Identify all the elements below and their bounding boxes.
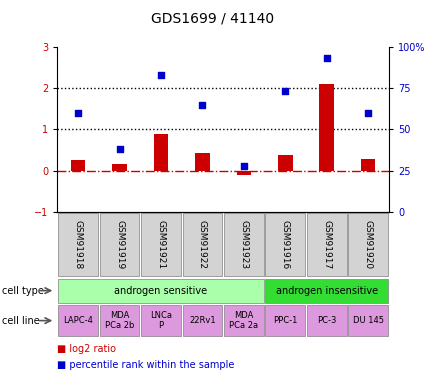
Bar [224, 213, 264, 276]
Text: MDA
PCa 2a: MDA PCa 2a [229, 311, 258, 330]
Bar [224, 305, 264, 336]
Text: androgen insensitive: androgen insensitive [276, 286, 378, 296]
Bar [141, 305, 181, 336]
Bar [58, 305, 98, 336]
Text: cell line: cell line [2, 316, 40, 326]
Bar [182, 213, 222, 276]
Text: GSM91917: GSM91917 [322, 220, 331, 269]
Text: ■ log2 ratio: ■ log2 ratio [57, 344, 116, 354]
Text: GSM91916: GSM91916 [281, 220, 290, 269]
Text: PPC-1: PPC-1 [273, 316, 298, 325]
Text: 22Rv1: 22Rv1 [189, 316, 216, 325]
Point [282, 88, 289, 94]
Bar [307, 305, 346, 336]
Point [116, 146, 123, 152]
Bar [348, 305, 388, 336]
Text: GDS1699 / 41140: GDS1699 / 41140 [151, 11, 274, 25]
Bar [265, 305, 305, 336]
Point [75, 110, 82, 116]
Bar [182, 305, 222, 336]
Bar [320, 84, 334, 171]
Bar [71, 160, 85, 171]
Text: GSM91920: GSM91920 [364, 220, 373, 269]
Bar [99, 213, 139, 276]
Point [158, 72, 164, 78]
Bar [348, 213, 388, 276]
Text: DU 145: DU 145 [353, 316, 384, 325]
Text: LAPC-4: LAPC-4 [63, 316, 93, 325]
Text: GSM91922: GSM91922 [198, 220, 207, 269]
Text: GSM91921: GSM91921 [156, 220, 165, 269]
Bar [278, 155, 292, 171]
Point [323, 56, 330, 62]
Text: PC-3: PC-3 [317, 316, 337, 325]
Bar [58, 279, 264, 303]
Point [199, 102, 206, 108]
Bar [195, 153, 210, 171]
Bar [154, 134, 168, 171]
Bar [112, 164, 127, 171]
Bar [58, 213, 98, 276]
Point [365, 110, 371, 116]
Bar [237, 171, 251, 175]
Text: MDA
PCa 2b: MDA PCa 2b [105, 311, 134, 330]
Bar [99, 305, 139, 336]
Bar [361, 159, 375, 171]
Text: ■ percentile rank within the sample: ■ percentile rank within the sample [57, 360, 235, 369]
Text: GSM91918: GSM91918 [74, 220, 82, 269]
Text: androgen sensitive: androgen sensitive [114, 286, 207, 296]
Bar [141, 213, 181, 276]
Text: GSM91919: GSM91919 [115, 220, 124, 269]
Bar [265, 213, 305, 276]
Text: GSM91923: GSM91923 [239, 220, 248, 269]
Bar [265, 279, 388, 303]
Point [241, 163, 247, 169]
Bar [307, 213, 346, 276]
Text: cell type: cell type [2, 286, 44, 296]
Text: LNCa
P: LNCa P [150, 311, 172, 330]
